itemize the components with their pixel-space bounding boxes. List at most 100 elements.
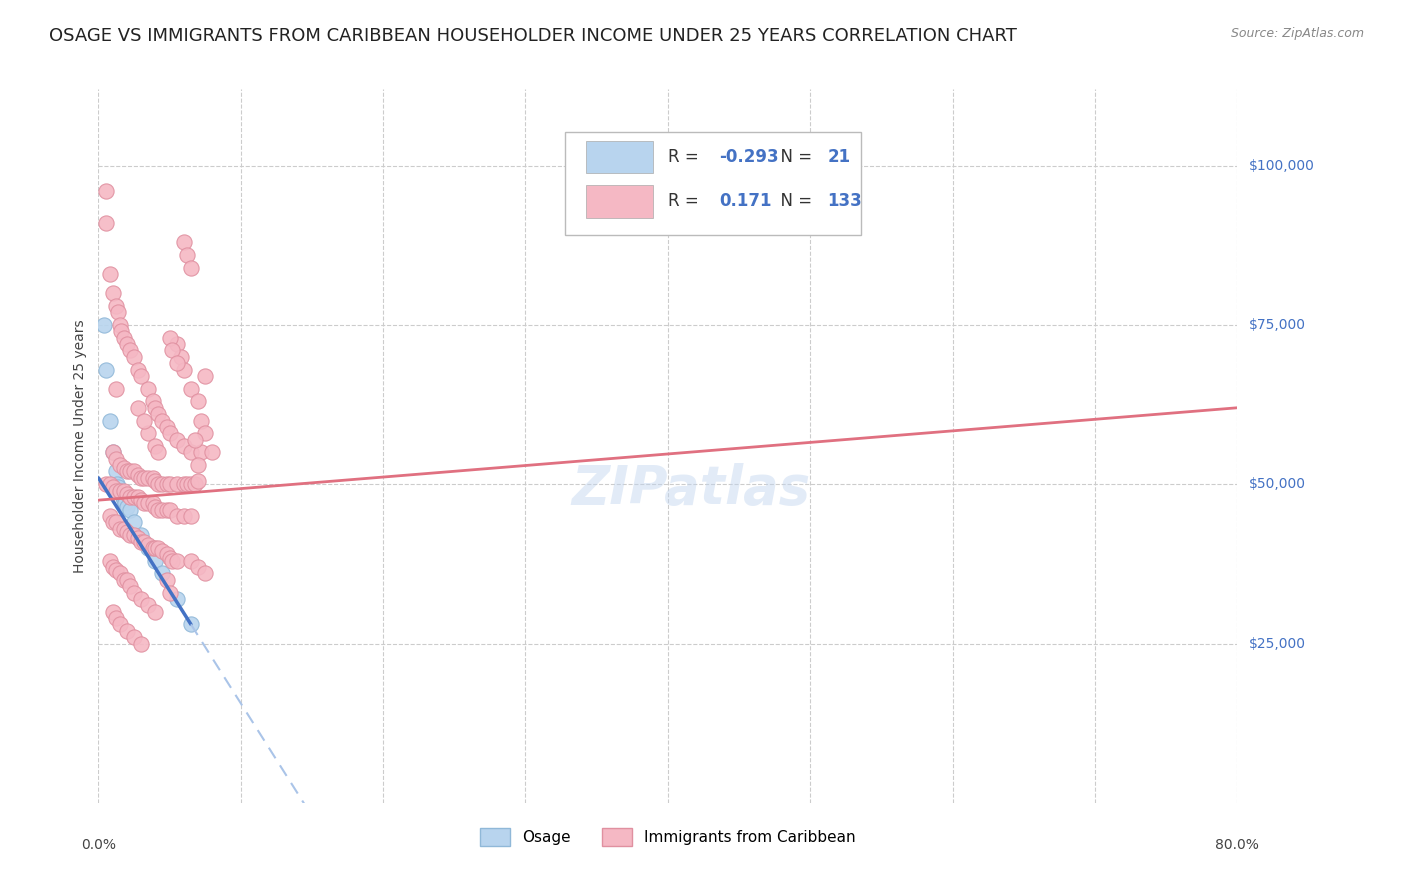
Point [187, 560, 209, 574]
Text: $100,000: $100,000 [1249, 159, 1315, 173]
Point [122, 585, 145, 599]
Point [132, 496, 155, 510]
Point [145, 439, 167, 453]
Point [98, 413, 121, 427]
Point [166, 433, 188, 447]
Point [145, 554, 167, 568]
Point [93, 318, 115, 332]
Text: $75,000: $75,000 [1249, 318, 1306, 332]
Point [115, 524, 138, 539]
Point [122, 490, 145, 504]
Point [118, 528, 141, 542]
Point [112, 493, 135, 508]
Point [104, 516, 127, 530]
Point [129, 368, 152, 383]
Point [170, 350, 193, 364]
Point [108, 617, 131, 632]
Point [145, 500, 167, 514]
Point [190, 445, 212, 459]
Point [180, 445, 202, 459]
Point [136, 538, 159, 552]
Point [108, 522, 131, 536]
Point [166, 554, 188, 568]
Point [101, 286, 124, 301]
Text: OSAGE VS IMMIGRANTS FROM CARIBBEAN HOUSEHOLDER INCOME UNDER 25 YEARS CORRELATION: OSAGE VS IMMIGRANTS FROM CARIBBEAN HOUSE… [49, 27, 1017, 45]
Point [141, 496, 163, 510]
Point [118, 465, 141, 479]
Point [136, 541, 159, 555]
Point [132, 471, 155, 485]
Point [122, 630, 145, 644]
Point [152, 502, 174, 516]
Point [173, 477, 195, 491]
Point [112, 331, 135, 345]
Point [152, 477, 174, 491]
Point [112, 573, 135, 587]
Point [108, 483, 131, 498]
Point [148, 445, 170, 459]
Point [141, 394, 163, 409]
Legend: Osage, Immigrants from Caribbean: Osage, Immigrants from Caribbean [474, 822, 862, 852]
Text: R =: R = [668, 148, 704, 166]
Point [159, 426, 181, 441]
Point [114, 496, 136, 510]
Point [129, 471, 152, 485]
Point [180, 509, 202, 524]
Point [136, 382, 159, 396]
Point [118, 502, 141, 516]
Point [156, 573, 179, 587]
Point [201, 445, 224, 459]
Point [159, 550, 181, 565]
Point [152, 544, 174, 558]
Point [104, 465, 127, 479]
Point [180, 382, 202, 396]
Point [122, 465, 145, 479]
Point [173, 439, 195, 453]
Point [127, 401, 149, 415]
Point [115, 573, 138, 587]
Point [136, 426, 159, 441]
Point [112, 483, 135, 498]
Point [104, 483, 127, 498]
Point [112, 522, 135, 536]
Point [98, 267, 121, 281]
Point [104, 611, 127, 625]
Point [166, 356, 188, 370]
Text: ZIPatlas: ZIPatlas [571, 463, 810, 515]
Point [132, 534, 155, 549]
Point [159, 331, 181, 345]
Text: 80.0%: 80.0% [1215, 838, 1260, 853]
Point [110, 324, 132, 338]
Point [104, 563, 127, 577]
Point [145, 401, 167, 415]
Point [115, 465, 138, 479]
Y-axis label: Householder Income Under 25 years: Householder Income Under 25 years [73, 319, 87, 573]
Point [187, 474, 209, 488]
Point [184, 433, 207, 447]
Point [122, 528, 145, 542]
Point [110, 487, 132, 501]
Point [127, 362, 149, 376]
Point [129, 636, 152, 650]
Point [115, 500, 138, 514]
Point [145, 605, 167, 619]
Point [190, 413, 212, 427]
Point [107, 480, 129, 494]
Point [162, 554, 184, 568]
Point [101, 445, 124, 459]
Point [105, 477, 128, 491]
Point [156, 502, 179, 516]
Point [108, 566, 131, 581]
Point [118, 579, 141, 593]
Point [166, 337, 188, 351]
Text: 21: 21 [827, 148, 851, 166]
Point [176, 477, 198, 491]
Point [180, 260, 202, 275]
Point [94, 477, 117, 491]
Text: 133: 133 [827, 193, 862, 211]
Point [108, 458, 131, 472]
Point [104, 382, 127, 396]
Point [148, 477, 170, 491]
FancyBboxPatch shape [586, 185, 652, 218]
Point [94, 362, 117, 376]
